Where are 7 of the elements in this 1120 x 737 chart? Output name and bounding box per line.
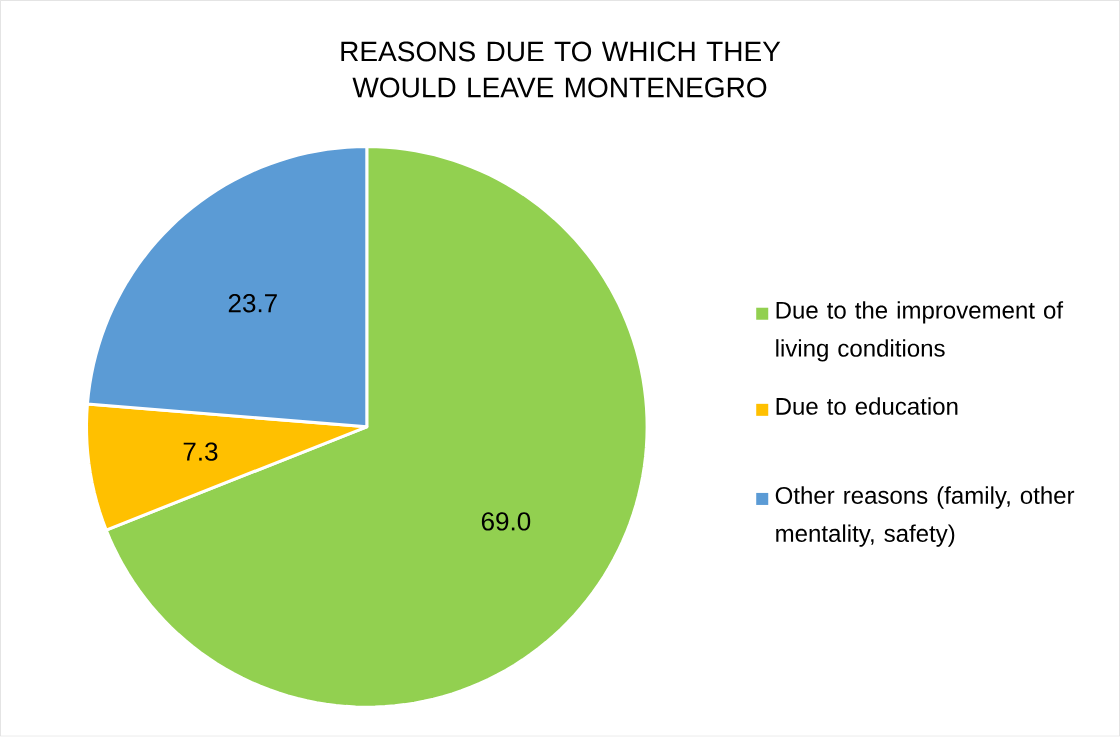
legend-label: Other reasons (family, other mentality, safety) [775, 486, 1075, 547]
data-label: 23.7 [228, 294, 277, 313]
legend-label: Due to education [776, 397, 958, 416]
legend-label: Due to the improvement of living conditions [776, 301, 1064, 362]
data-label: 69.0 [481, 512, 531, 531]
data-label: 7.3 [183, 442, 218, 462]
chart-title: REASONS DUE TO WHICH THEY WOULD LEAVE MONTENEGRO [341, 41, 781, 98]
